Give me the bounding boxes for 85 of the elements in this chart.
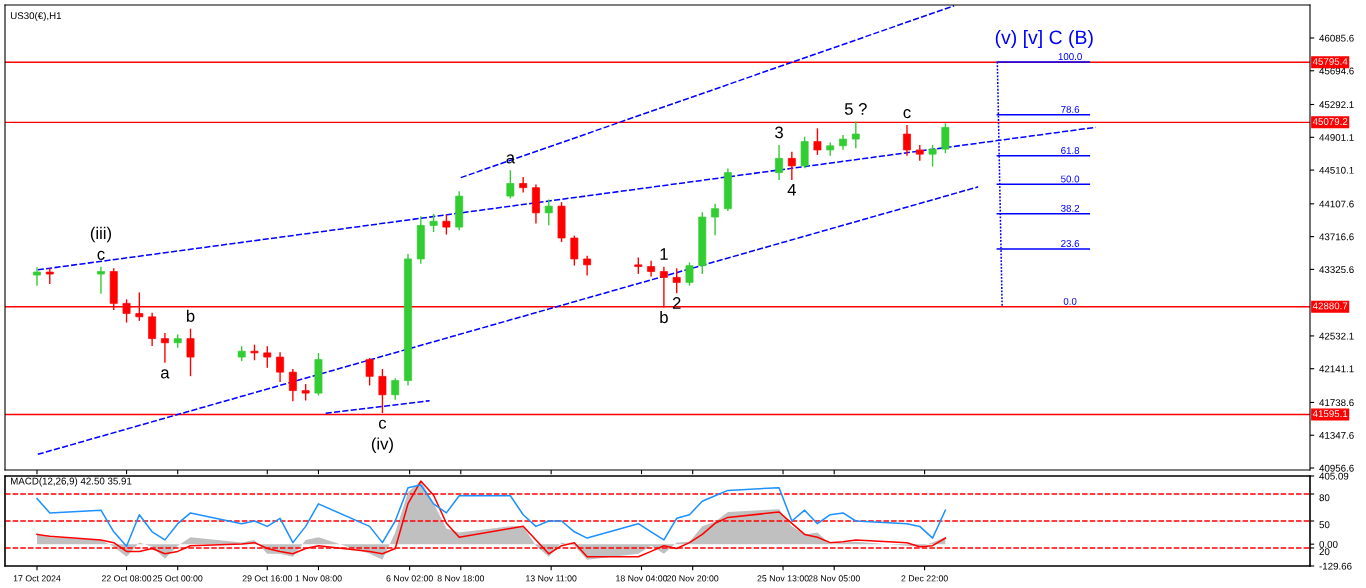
x-tick-label: 22 Oct 08:00 xyxy=(101,575,152,582)
annotation: 38.2 xyxy=(1061,204,1080,212)
annotation: b xyxy=(660,310,668,324)
candlestick xyxy=(685,262,694,286)
annotation: b xyxy=(186,309,195,322)
annotation: 0.0 xyxy=(1063,297,1077,305)
y-tick-label: 45694.6 xyxy=(1319,67,1354,75)
candlestick xyxy=(672,268,681,294)
y-tick-label: 41347.6 xyxy=(1319,431,1354,439)
candlestick xyxy=(519,176,528,193)
annotation: 78.6 xyxy=(1061,105,1080,113)
annotation: 23.6 xyxy=(1061,240,1080,247)
x-tick-label: 6 Nov 02:00 xyxy=(386,575,433,582)
ref-line-label: 45795.4 xyxy=(1312,58,1348,65)
candlestick xyxy=(813,128,822,155)
y-tick-label: 43325.6 xyxy=(1319,266,1354,274)
annotation: 1 xyxy=(660,248,668,260)
candlestick xyxy=(928,145,937,167)
annotation: 3 xyxy=(775,126,783,139)
x-tick-label: 25 Oct 00:00 xyxy=(153,575,203,582)
chart-title: MACD(12,26,9) 42.50 35.91 xyxy=(11,477,132,487)
y2-tick-label: 50 xyxy=(1319,521,1330,529)
y2-tick-label: 20 xyxy=(1319,548,1330,556)
y-tick-label: 45292.1 xyxy=(1319,101,1354,109)
y-tick-label: 46085.6 xyxy=(1319,34,1354,42)
x-tick-label: 8 Nov 18:00 xyxy=(437,575,485,582)
x-tick-label: 1 Nov 08:00 xyxy=(295,575,342,582)
candlestick xyxy=(148,312,157,347)
x-tick-label: 13 Nov 11:00 xyxy=(526,575,577,582)
annotation: (iv) xyxy=(371,437,393,453)
candlestick xyxy=(711,203,720,236)
x-tick-label: 20 Nov 20:00 xyxy=(667,575,719,582)
y-tick-label: 44901.1 xyxy=(1319,134,1354,141)
y-tick-label: 40956.6 xyxy=(1319,464,1354,472)
annotation: 4 xyxy=(787,184,796,196)
candlestick xyxy=(903,124,911,156)
x-tick-label: 25 Nov 13:00 xyxy=(757,575,809,582)
candlestick xyxy=(941,123,950,154)
candlestick xyxy=(33,267,41,286)
y-tick-label: 0.00 xyxy=(1319,540,1338,548)
candlestick xyxy=(276,352,285,383)
y-tick-label: 41738.6 xyxy=(1319,399,1354,407)
x-tick-label: 2 Dec 22:00 xyxy=(901,575,948,582)
candlestick xyxy=(787,151,796,181)
x-tick-label: 17 Oct 2024 xyxy=(13,575,61,582)
candlestick xyxy=(775,145,783,181)
candlestick xyxy=(506,170,515,199)
text: US30(€),H1 xyxy=(10,11,62,22)
ref-line-label: 45079.2 xyxy=(1312,118,1348,125)
candlestick xyxy=(851,121,860,149)
candlestick xyxy=(288,368,297,402)
candlestick xyxy=(263,346,272,368)
ref-line-label: 41595.1 xyxy=(1312,410,1348,418)
annotation: 61.8 xyxy=(1061,147,1080,154)
candlestick xyxy=(186,328,195,377)
annotation: 50.0 xyxy=(1061,175,1080,183)
y-tick-label: 44107.6 xyxy=(1319,200,1354,208)
candlestick xyxy=(97,266,105,294)
annotation: (iii) xyxy=(90,226,112,243)
candlestick xyxy=(442,214,451,235)
candlestick xyxy=(544,199,553,226)
candlestick xyxy=(391,378,400,400)
ref-line-label: 42880.7 xyxy=(1312,302,1348,310)
y-tick-label: 42141.1 xyxy=(1319,365,1354,373)
candlestick xyxy=(570,235,579,266)
annotation: c xyxy=(97,250,105,260)
y-tick-label: 405.09 xyxy=(1319,472,1349,480)
y-tick-label: 43716.6 xyxy=(1319,233,1354,241)
y-tick-label: 44510.1 xyxy=(1319,166,1354,174)
x-tick-label: 28 Nov 05:00 xyxy=(808,575,860,582)
annotation: c xyxy=(378,419,387,429)
x-tick-label: 18 Nov 04:00 xyxy=(616,575,668,582)
candlestick xyxy=(365,358,374,386)
y-tick-label: 42532.1 xyxy=(1319,332,1354,340)
candlestick xyxy=(160,332,169,363)
annotation: (v) [v] C (B) xyxy=(995,29,1093,49)
annotation: a xyxy=(161,369,170,379)
y2-tick-label: 80 xyxy=(1319,494,1330,502)
annotation: 5 ? xyxy=(844,103,867,115)
annotation: c xyxy=(903,109,911,119)
annotation: 100.0 xyxy=(1058,53,1082,61)
y-tick-label: -129.66 xyxy=(1319,562,1352,570)
x-tick-label: 29 Oct 16:00 xyxy=(242,575,292,582)
candlestick xyxy=(647,260,656,277)
candlestick xyxy=(583,255,592,276)
